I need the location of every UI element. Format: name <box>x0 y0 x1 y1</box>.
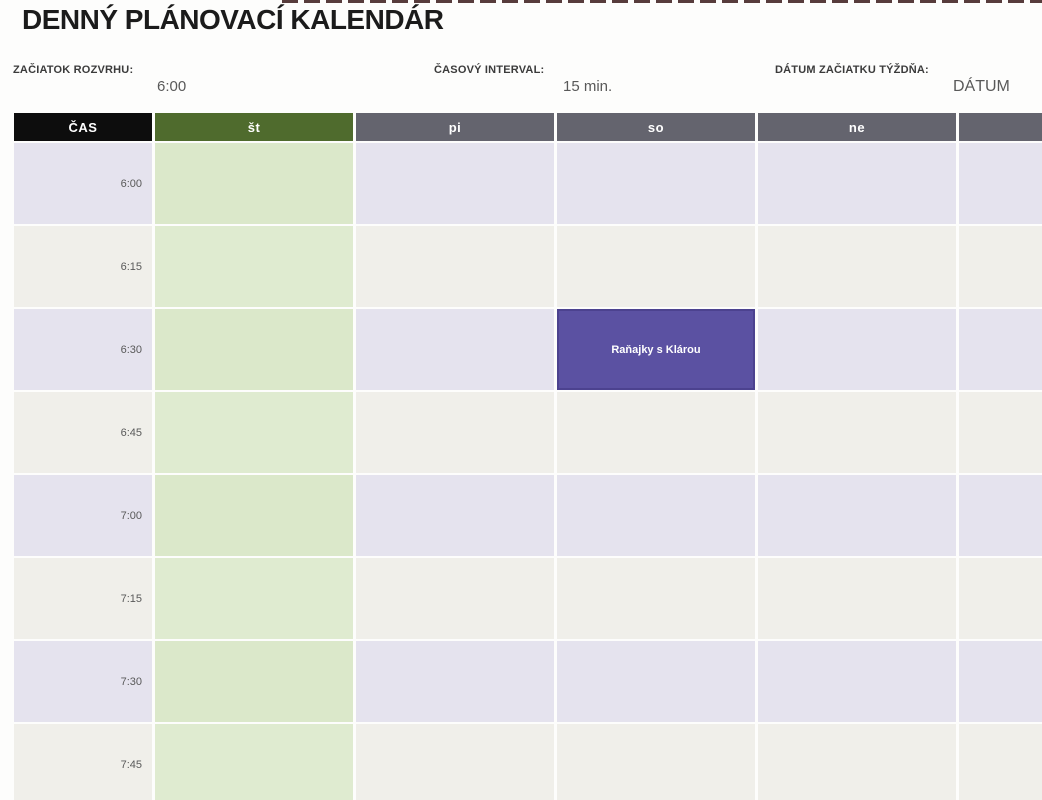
time-label-cell: 7:00 <box>14 475 152 556</box>
calendar-cell-st-7:15[interactable] <box>155 558 353 639</box>
event-so-6:30[interactable]: Raňajky s Klárou <box>557 309 755 390</box>
calendar-cell-extra-6:30[interactable] <box>959 309 1042 390</box>
calendar-cell-extra-7:00[interactable] <box>959 475 1042 556</box>
day-header-so: so <box>557 113 755 141</box>
top-dashed-strip <box>282 0 1042 3</box>
time-interval-value[interactable]: 15 min. <box>563 78 613 95</box>
calendar-cell-st-7:00[interactable] <box>155 475 353 556</box>
calendar-cell-pi-7:15[interactable] <box>356 558 554 639</box>
time-label-cell: 6:30 <box>14 309 152 390</box>
day-header-pi: pi <box>356 113 554 141</box>
calendar-cell-pi-6:45[interactable] <box>356 392 554 473</box>
calendar-cell-pi-7:00[interactable] <box>356 475 554 556</box>
calendar-cell-st-7:30[interactable] <box>155 641 353 722</box>
time-label-cell: 6:45 <box>14 392 152 473</box>
calendar-cell-st-6:15[interactable] <box>155 226 353 307</box>
calendar-cell-so-6:45[interactable] <box>557 392 755 473</box>
day-header-extra <box>959 113 1042 141</box>
time-column-header: ČAS <box>14 113 152 141</box>
calendar-cell-st-6:30[interactable] <box>155 309 353 390</box>
calendar-cell-ne-6:45[interactable] <box>758 392 956 473</box>
calendar-cell-extra-6:45[interactable] <box>959 392 1042 473</box>
page-title: DENNÝ PLÁNOVACÍ KALENDÁR <box>22 4 444 35</box>
time-interval-label: ČASOVÝ INTERVAL: <box>434 64 545 76</box>
day-header-st: št <box>155 113 353 141</box>
time-label-cell: 6:00 <box>14 143 152 224</box>
calendar-cell-pi-7:30[interactable] <box>356 641 554 722</box>
day-header-ne: ne <box>758 113 956 141</box>
time-label-cell: 7:15 <box>14 558 152 639</box>
calendar-cell-ne-7:45[interactable] <box>758 724 956 800</box>
calendar-cell-ne-7:00[interactable] <box>758 475 956 556</box>
calendar-cell-so-7:00[interactable] <box>557 475 755 556</box>
calendar-cell-extra-6:00[interactable] <box>959 143 1042 224</box>
calendar-cell-pi-6:30[interactable] <box>356 309 554 390</box>
calendar-cell-pi-7:45[interactable] <box>356 724 554 800</box>
calendar-cell-st-7:45[interactable] <box>155 724 353 800</box>
time-label-cell: 6:15 <box>14 226 152 307</box>
calendar-cell-extra-6:15[interactable] <box>959 226 1042 307</box>
schedule-start-label: ZAČIATOK ROZVRHU: <box>13 64 134 76</box>
calendar-cell-ne-7:15[interactable] <box>758 558 956 639</box>
calendar-cell-ne-6:00[interactable] <box>758 143 956 224</box>
calendar-cell-extra-7:30[interactable] <box>959 641 1042 722</box>
time-label-cell: 7:45 <box>14 724 152 800</box>
calendar-cell-so-6:00[interactable] <box>557 143 755 224</box>
calendar-cell-st-6:45[interactable] <box>155 392 353 473</box>
calendar-grid: ČAS št pi so ne 6:00 6:15 6:30 Raňajky s Klárou 6… <box>14 113 1042 800</box>
calendar-cell-so-7:15[interactable] <box>557 558 755 639</box>
calendar-cell-ne-6:30[interactable] <box>758 309 956 390</box>
calendar-cell-ne-7:30[interactable] <box>758 641 956 722</box>
calendar-cell-so-7:45[interactable] <box>557 724 755 800</box>
schedule-start-value[interactable]: 6:00 <box>157 78 187 95</box>
calendar-cell-pi-6:15[interactable] <box>356 226 554 307</box>
calendar-cell-so-6:15[interactable] <box>557 226 755 307</box>
calendar-cell-so-7:30[interactable] <box>557 641 755 722</box>
calendar-cell-st-6:00[interactable] <box>155 143 353 224</box>
calendar-cell-ne-6:15[interactable] <box>758 226 956 307</box>
calendar-cell-extra-7:15[interactable] <box>959 558 1042 639</box>
calendar-cell-pi-6:00[interactable] <box>356 143 554 224</box>
week-start-date-label: DÁTUM ZAČIATKU TÝŽDŇA: <box>775 64 929 76</box>
week-start-date-value[interactable]: DÁTUM <box>953 78 1010 95</box>
time-label-cell: 7:30 <box>14 641 152 722</box>
calendar-cell-extra-7:45[interactable] <box>959 724 1042 800</box>
